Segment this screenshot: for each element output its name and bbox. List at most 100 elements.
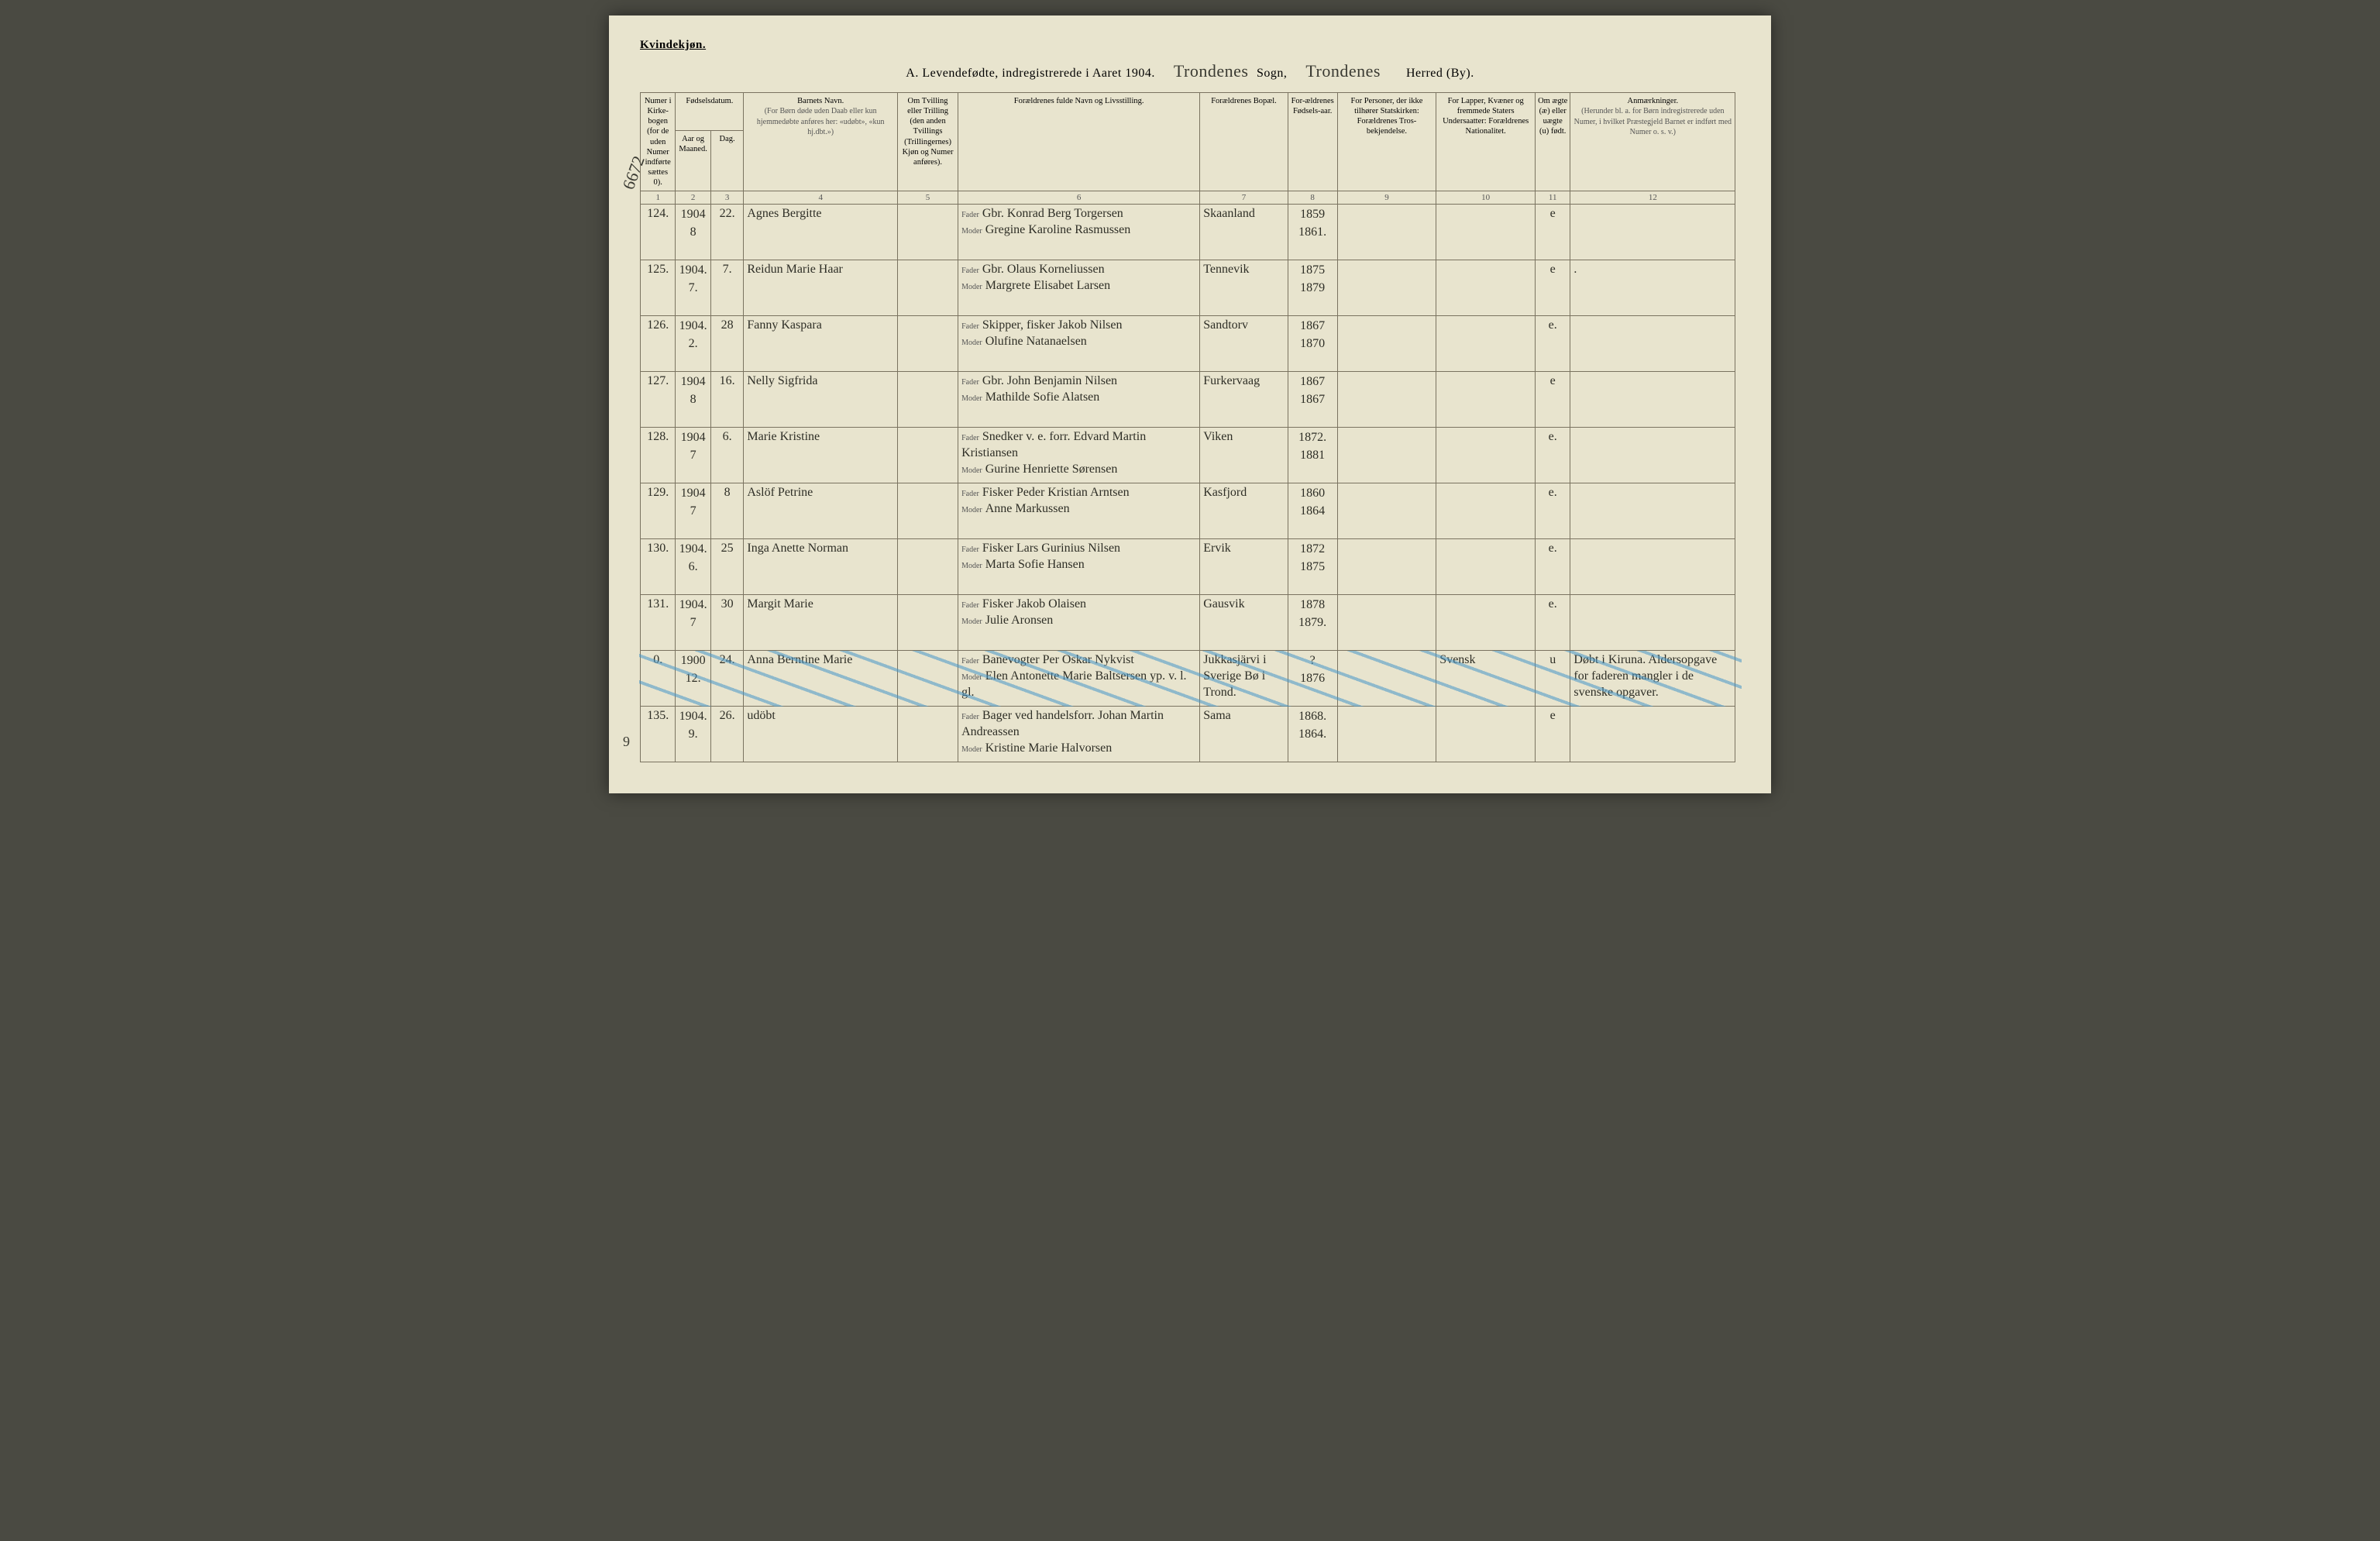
cell-child-name: Anna Berntine Marie <box>744 651 898 707</box>
cell-number: 124. <box>641 205 676 260</box>
col-header-residence: Forældrenes Bopæl. <box>1200 93 1288 191</box>
cell-child-name: Reidun Marie Haar <box>744 260 898 316</box>
cell-parents: FaderFisker Lars Gurinius NilsenModerMar… <box>958 539 1200 595</box>
cell-number: 0. <box>641 651 676 707</box>
col-header-childname-main: Barnets Navn. <box>797 97 844 105</box>
colnum: 5 <box>898 191 958 205</box>
cell-number: 127. <box>641 372 676 428</box>
cell-residence: Furkervaag <box>1200 372 1288 428</box>
cell-parent-years: 18591861. <box>1288 205 1337 260</box>
col-header-year-month: Aar og Maaned. <box>676 131 710 191</box>
colnum: 6 <box>958 191 1200 205</box>
cell-remarks <box>1570 483 1735 539</box>
col-header-birthdate: Fødselsdatum. <box>676 93 744 131</box>
page-title: A. Levendefødte, indregistrerede i Aaret… <box>640 61 1740 81</box>
cell-nationality <box>1436 205 1536 260</box>
herred-label: Herred (By). <box>1406 67 1474 80</box>
cell-parent-years: 18601864 <box>1288 483 1337 539</box>
cell-number: 131. <box>641 595 676 651</box>
cell-remarks <box>1570 595 1735 651</box>
cell-religion <box>1337 707 1436 762</box>
cell-parents: FaderBanevogter Per Oskar NykvistModerEl… <box>958 651 1200 707</box>
cell-twin <box>898 707 958 762</box>
cell-legitimacy: e <box>1536 372 1570 428</box>
cell-remarks <box>1570 707 1735 762</box>
margin-note-bottom: 9 <box>623 734 630 750</box>
title-prefix: A. Levendefødte, indregistrerede i Aaret… <box>906 67 1145 80</box>
cell-residence: Tennevik <box>1200 260 1288 316</box>
cell-parent-years: 18671870 <box>1288 316 1337 372</box>
cell-year-month: 1904.6. <box>676 539 710 595</box>
cell-number: 126. <box>641 316 676 372</box>
cell-twin <box>898 372 958 428</box>
cell-nationality <box>1436 260 1536 316</box>
cell-year-month: 19048 <box>676 205 710 260</box>
col-header-nationality: For Lapper, Kvæner og fremmede Staters U… <box>1436 93 1536 191</box>
cell-day: 30 <box>710 595 744 651</box>
cell-religion <box>1337 483 1436 539</box>
colnum: 2 <box>676 191 710 205</box>
table-row: 126.1904.2.28Fanny KasparaFaderSkipper, … <box>641 316 1740 372</box>
cell-twin <box>898 651 958 707</box>
table-row: 130.1904.6.25Inga Anette NormanFaderFisk… <box>641 539 1740 595</box>
table-row: 127.1904816.Nelly Sigfrida FaderGbr. John… <box>641 372 1740 428</box>
col-header-parents-birthyear: For-ældrenes Fødsels-aar. <box>1288 93 1337 191</box>
cell-child-name: Inga Anette Norman <box>744 539 898 595</box>
column-number-row: 1 2 3 4 5 6 7 8 9 10 11 12 <box>641 191 1740 205</box>
sogn-name: Trondenes <box>1169 61 1254 81</box>
cell-year-month: 19048 <box>676 372 710 428</box>
col-header-num: Numer i Kirke-bogen (for de uden Numer i… <box>641 93 676 191</box>
cell-year-month: 1904.2. <box>676 316 710 372</box>
col-header-childname-sub: (For Børn døde uden Daab eller kun hjemm… <box>757 107 885 136</box>
cell-residence: Gausvik <box>1200 595 1288 651</box>
cell-child-name: Margit Marie <box>744 595 898 651</box>
cell-legitimacy: e <box>1536 707 1570 762</box>
cell-number: 128. <box>641 428 676 483</box>
cell-residence: Sandtorv <box>1200 316 1288 372</box>
colnum: 7 <box>1200 191 1288 205</box>
cell-twin <box>898 260 958 316</box>
cell-nationality <box>1436 428 1536 483</box>
cell-residence: Skaanland <box>1200 205 1288 260</box>
table-header: Numer i Kirke-bogen (for de uden Numer i… <box>641 93 1740 205</box>
cell-religion <box>1337 260 1436 316</box>
cell-legitimacy: e <box>1536 205 1570 260</box>
cell-year-month: 1904.7. <box>676 260 710 316</box>
cell-remarks <box>1570 428 1735 483</box>
cell-number: 125. <box>641 260 676 316</box>
cell-remarks <box>1570 205 1735 260</box>
cell-religion <box>1337 651 1436 707</box>
colnum: 8 <box>1288 191 1337 205</box>
cell-child-name: Nelly Sigfrida <box>744 372 898 428</box>
cell-year-month: 1904.9. <box>676 707 710 762</box>
colnum: 10 <box>1436 191 1536 205</box>
table-row: 131.1904.730Margit MarieFaderFisker Jako… <box>641 595 1740 651</box>
cell-day: 16. <box>710 372 744 428</box>
colnum: 1 <box>641 191 676 205</box>
cell-religion <box>1337 372 1436 428</box>
cell-nationality <box>1436 483 1536 539</box>
cell-day: 7. <box>710 260 744 316</box>
table-row: 0.190012.24.Anna Berntine MarieFaderBane… <box>641 651 1740 707</box>
cell-remarks <box>1570 372 1735 428</box>
cell-twin <box>898 205 958 260</box>
cell-legitimacy: e <box>1536 260 1570 316</box>
gender-heading: Kvindekjøn. <box>640 39 1740 52</box>
cell-nationality <box>1436 595 1536 651</box>
cell-number: 129. <box>641 483 676 539</box>
register-table: Numer i Kirke-bogen (for de uden Numer i… <box>640 92 1740 762</box>
cell-residence: Viken <box>1200 428 1288 483</box>
col-header-legitimacy: Om ægte (æ) eller uægte (u) født. <box>1536 93 1570 191</box>
col-header-parents: Forældrenes fulde Navn og Livsstilling. <box>958 93 1200 191</box>
cell-nationality <box>1436 316 1536 372</box>
title-year-suffix: 4. <box>1145 67 1155 80</box>
cell-parents: FaderGbr. John Benjamin NilsenModerMathi… <box>958 372 1200 428</box>
cell-day: 26. <box>710 707 744 762</box>
cell-religion <box>1337 539 1436 595</box>
cell-year-month: 19047 <box>676 428 710 483</box>
table-row: 125.1904.7.7.Reidun Marie HaarFaderGbr. … <box>641 260 1740 316</box>
col-header-remarks-main: Anmærkninger. <box>1628 97 1679 105</box>
cell-child-name: Aslöf Petrine <box>744 483 898 539</box>
cell-parents: FaderGbr. Konrad Berg TorgersenModerGreg… <box>958 205 1200 260</box>
cell-remarks <box>1570 539 1735 595</box>
